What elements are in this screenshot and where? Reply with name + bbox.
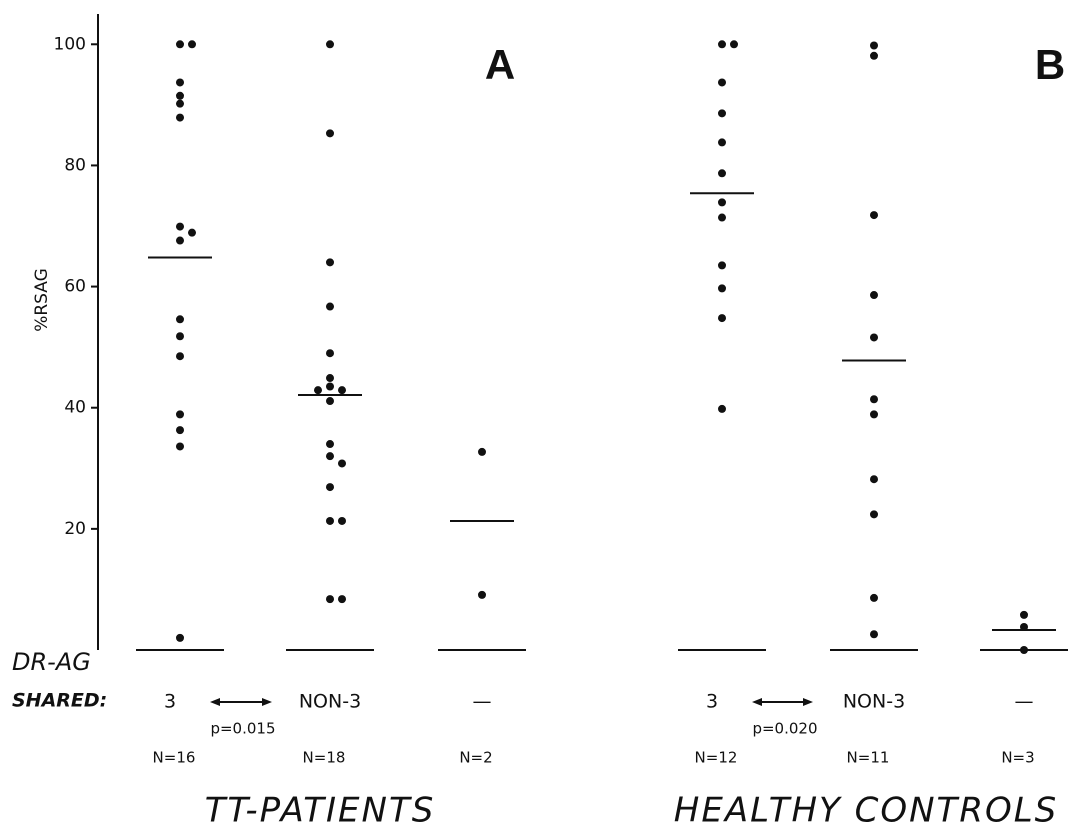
data-point <box>176 236 184 245</box>
data-point <box>338 459 346 468</box>
data-point <box>718 78 726 87</box>
p-value: p=0.015 <box>210 720 275 738</box>
data-point <box>176 91 184 100</box>
data-point <box>870 630 878 639</box>
y-tick-label: 100 <box>54 34 86 54</box>
data-point <box>176 352 184 361</box>
data-point <box>176 633 184 642</box>
data-point <box>176 332 184 341</box>
y-tick-label: 80 <box>64 155 86 175</box>
y-tick-label: 20 <box>64 519 86 539</box>
data-point <box>176 99 184 108</box>
category-label: — <box>473 691 492 713</box>
category-label: 3 <box>164 691 176 713</box>
data-point <box>326 595 334 604</box>
data-point <box>326 382 334 391</box>
shared-label: SHARED: <box>12 690 107 712</box>
data-point <box>338 595 346 604</box>
data-point <box>870 395 878 404</box>
grouping-label: DR-AG <box>12 648 91 676</box>
data-point <box>718 404 726 413</box>
data-point <box>326 258 334 267</box>
data-point <box>188 40 196 49</box>
data-point <box>326 302 334 311</box>
panel-title: HEALTHY CONTROLS <box>674 791 1058 831</box>
data-point <box>870 410 878 419</box>
data-point <box>176 426 184 435</box>
data-point <box>326 40 334 49</box>
panel-letter: B <box>1035 41 1065 88</box>
panel-title: TT-PATIENTS <box>205 791 436 831</box>
data-point <box>718 314 726 323</box>
data-point <box>718 169 726 178</box>
data-point <box>870 333 878 342</box>
data-point <box>870 593 878 602</box>
data-point <box>176 113 184 122</box>
p-value: p=0.020 <box>752 720 817 738</box>
data-point <box>176 222 184 231</box>
n-label: N=11 <box>847 749 890 767</box>
y-tick-label: 60 <box>64 277 86 297</box>
data-point <box>176 315 184 324</box>
n-label: N=2 <box>459 749 492 767</box>
data-point <box>338 386 346 395</box>
data-point <box>478 590 486 599</box>
data-point <box>718 284 726 293</box>
data-point <box>1020 622 1028 631</box>
data-point <box>870 41 878 50</box>
data-point <box>870 475 878 484</box>
data-point <box>326 397 334 406</box>
data-point <box>870 51 878 60</box>
data-point <box>870 510 878 519</box>
data-point <box>338 516 346 525</box>
data-point <box>730 40 738 49</box>
data-point <box>326 452 334 461</box>
data-point <box>718 261 726 270</box>
category-label: NON-3 <box>299 691 361 713</box>
n-label: N=18 <box>303 749 346 767</box>
data-point <box>1020 646 1028 654</box>
data-point <box>718 109 726 118</box>
data-point <box>718 40 726 49</box>
category-label: — <box>1015 691 1034 713</box>
data-point <box>326 349 334 358</box>
y-tick-label: 40 <box>64 398 86 418</box>
y-axis-label: %RSAG <box>32 268 52 332</box>
data-point <box>870 291 878 300</box>
data-point <box>1020 610 1028 619</box>
category-label: 3 <box>706 691 718 713</box>
data-point <box>188 228 196 237</box>
data-point <box>718 138 726 147</box>
data-point <box>176 442 184 451</box>
category-label: NON-3 <box>843 691 905 713</box>
data-point <box>326 129 334 138</box>
data-point <box>718 198 726 207</box>
n-label: N=3 <box>1001 749 1034 767</box>
n-label: N=16 <box>153 749 196 767</box>
data-point <box>176 410 184 419</box>
data-point <box>870 211 878 220</box>
data-point <box>718 213 726 222</box>
data-point <box>314 386 322 395</box>
data-point <box>326 516 334 525</box>
data-point <box>176 78 184 87</box>
data-point <box>326 440 334 449</box>
data-point <box>478 447 486 456</box>
data-point <box>176 40 184 49</box>
data-point <box>326 483 334 492</box>
n-label: N=12 <box>695 749 738 767</box>
data-point <box>326 374 334 383</box>
panel-letter: A <box>485 41 515 88</box>
